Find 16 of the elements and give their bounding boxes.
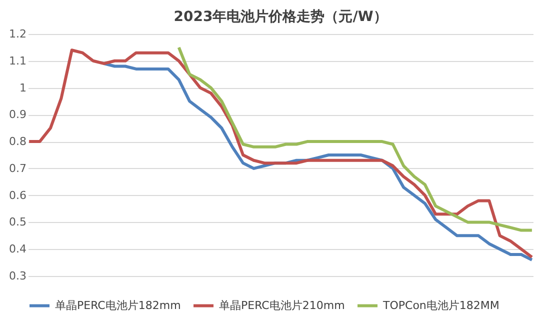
y-tick-label: 0.7 — [9, 162, 26, 175]
y-tick-label: 1.1 — [9, 54, 26, 68]
legend-label: TOPCon电池片182MM — [382, 298, 500, 312]
chart-title: 2023年电池片价格走势（元/W） — [174, 9, 388, 25]
y-tick-label: 0.8 — [9, 135, 26, 148]
y-tick-label: 1 — [20, 81, 26, 94]
line-series — [177, 46, 534, 232]
line-series — [28, 48, 534, 259]
y-tick-label: 0.4 — [9, 242, 26, 256]
y-tick-label: 1.2 — [9, 28, 26, 40]
y-tick-label: 0.3 — [9, 270, 26, 282]
legend-label: 单晶PERC电池片182mm — [55, 298, 181, 312]
y-tick-label: 0.5 — [9, 216, 26, 229]
y-tick-label: 0.9 — [9, 108, 26, 122]
y-tick-label: 0.6 — [9, 188, 26, 202]
legend-label: 单晶PERC电池片210mm — [219, 298, 345, 312]
